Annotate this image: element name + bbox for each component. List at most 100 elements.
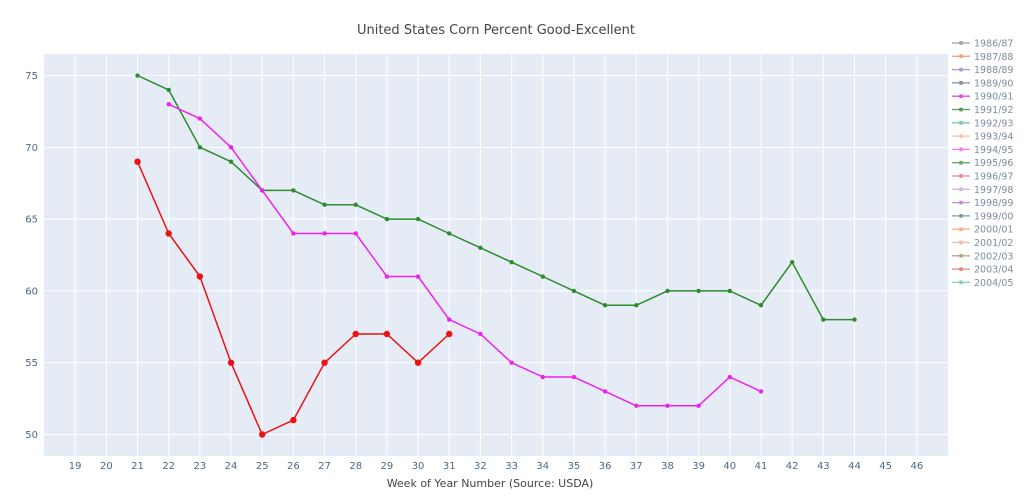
legend-item[interactable]: 1990/91: [952, 92, 1013, 103]
data-point[interactable]: [135, 73, 140, 78]
data-point[interactable]: [166, 87, 171, 93]
data-point[interactable]: [415, 274, 421, 279]
data-point[interactable]: [852, 317, 857, 322]
series-3[interactable]: [134, 158, 453, 438]
data-point[interactable]: [602, 389, 608, 394]
x-tick-label: 35: [568, 461, 581, 472]
data-point[interactable]: [383, 330, 391, 338]
data-point[interactable]: [260, 188, 265, 193]
legend-item[interactable]: 1995/96: [952, 158, 1013, 169]
legend-item[interactable]: 1986/87: [952, 39, 1013, 50]
y-tick-label: 60: [25, 286, 38, 297]
data-point[interactable]: [571, 374, 577, 380]
legend-item[interactable]: 1997/98: [952, 185, 1013, 196]
legend-item[interactable]: 1989/90: [952, 78, 1013, 89]
y-tick-label: 55: [25, 358, 38, 369]
legend-label: 1995/96: [974, 158, 1013, 169]
x-tick-label: 38: [661, 461, 674, 472]
data-point[interactable]: [415, 216, 421, 222]
data-point[interactable]: [165, 230, 172, 237]
data-point[interactable]: [665, 288, 670, 294]
data-point[interactable]: [353, 231, 358, 236]
legend-item[interactable]: 2000/01: [952, 225, 1013, 236]
data-point[interactable]: [197, 116, 203, 121]
data-point[interactable]: [540, 374, 545, 380]
legend-item[interactable]: 1992/93: [952, 118, 1013, 129]
data-point[interactable]: [634, 303, 639, 308]
data-point[interactable]: [727, 288, 732, 294]
data-point[interactable]: [758, 389, 764, 394]
legend[interactable]: 1986/87 1987/88 1988/89 1989/90 1990/91 1991/…: [952, 39, 1013, 289]
legend-item[interactable]: 1991/92: [952, 105, 1013, 116]
data-point[interactable]: [384, 216, 390, 222]
data-point[interactable]: [571, 288, 577, 294]
data-point[interactable]: [602, 303, 608, 308]
legend-item[interactable]: 1994/95: [952, 145, 1013, 156]
legend-item[interactable]: 1993/94: [952, 132, 1013, 143]
legend-item[interactable]: 2004/05: [952, 278, 1013, 289]
data-point[interactable]: [634, 403, 639, 408]
data-point[interactable]: [322, 202, 327, 207]
legend-label: 1992/93: [974, 118, 1013, 129]
data-point[interactable]: [259, 431, 266, 438]
data-point[interactable]: [478, 331, 483, 337]
data-point[interactable]: [509, 259, 514, 265]
x-tick-label: 26: [287, 461, 300, 472]
data-point[interactable]: [696, 288, 701, 294]
legend-item[interactable]: 1988/89: [952, 65, 1013, 76]
legend-item[interactable]: 2002/03: [952, 251, 1013, 262]
x-tick-label: 24: [225, 461, 238, 472]
x-tick-label: 40: [723, 461, 736, 472]
legend-item[interactable]: 2001/02: [952, 238, 1013, 249]
legend-item[interactable]: 2003/04: [952, 265, 1013, 276]
data-point[interactable]: [321, 359, 328, 366]
x-tick-label: 33: [505, 461, 518, 472]
x-tick-label: 27: [318, 461, 331, 472]
legend-item[interactable]: 1999/00: [952, 211, 1013, 222]
data-point[interactable]: [352, 330, 359, 338]
data-point[interactable]: [447, 231, 452, 236]
series-line[interactable]: [168, 103, 762, 407]
data-point[interactable]: [509, 360, 514, 365]
data-point[interactable]: [540, 274, 545, 279]
data-point[interactable]: [727, 374, 732, 380]
data-point[interactable]: [196, 273, 204, 280]
data-point[interactable]: [789, 259, 795, 265]
data-point[interactable]: [353, 202, 358, 207]
legend-swatch-marker: [959, 200, 963, 205]
y-tick-label: 70: [25, 143, 38, 154]
data-point[interactable]: [758, 303, 764, 308]
data-point[interactable]: [227, 359, 235, 366]
x-tick-label: 39: [692, 461, 705, 472]
data-point[interactable]: [228, 145, 234, 150]
data-point[interactable]: [384, 274, 390, 279]
series-line[interactable]: [137, 74, 855, 321]
data-point[interactable]: [478, 245, 483, 251]
legend-item[interactable]: 1987/88: [952, 52, 1013, 63]
data-point[interactable]: [322, 231, 327, 236]
legend-swatch-marker: [959, 80, 963, 85]
data-point[interactable]: [446, 330, 453, 338]
data-point[interactable]: [821, 317, 826, 322]
legend-label: 1988/89: [974, 65, 1013, 76]
data-point[interactable]: [447, 317, 452, 322]
data-point[interactable]: [290, 416, 297, 424]
legend-item[interactable]: 1996/97: [952, 172, 1013, 183]
series-2[interactable]: [166, 102, 764, 408]
y-axis-ticks: 50 55 60 65 70 75: [25, 71, 38, 441]
chart-title: United States Corn Percent Good-Excellen…: [357, 23, 635, 38]
legend-label: 1989/90: [974, 78, 1013, 89]
legend-label: 2003/04: [974, 265, 1013, 276]
data-point[interactable]: [291, 188, 296, 193]
data-point[interactable]: [414, 359, 422, 366]
data-point[interactable]: [291, 231, 296, 236]
data-point[interactable]: [665, 403, 670, 408]
data-point[interactable]: [166, 102, 171, 107]
data-point[interactable]: [228, 159, 234, 164]
data-point[interactable]: [134, 158, 141, 165]
data-point[interactable]: [197, 145, 203, 150]
x-tick-label: 30: [412, 461, 425, 472]
legend-label: 1996/97: [974, 172, 1013, 183]
legend-item[interactable]: 1998/99: [952, 198, 1013, 209]
data-point[interactable]: [696, 403, 701, 408]
